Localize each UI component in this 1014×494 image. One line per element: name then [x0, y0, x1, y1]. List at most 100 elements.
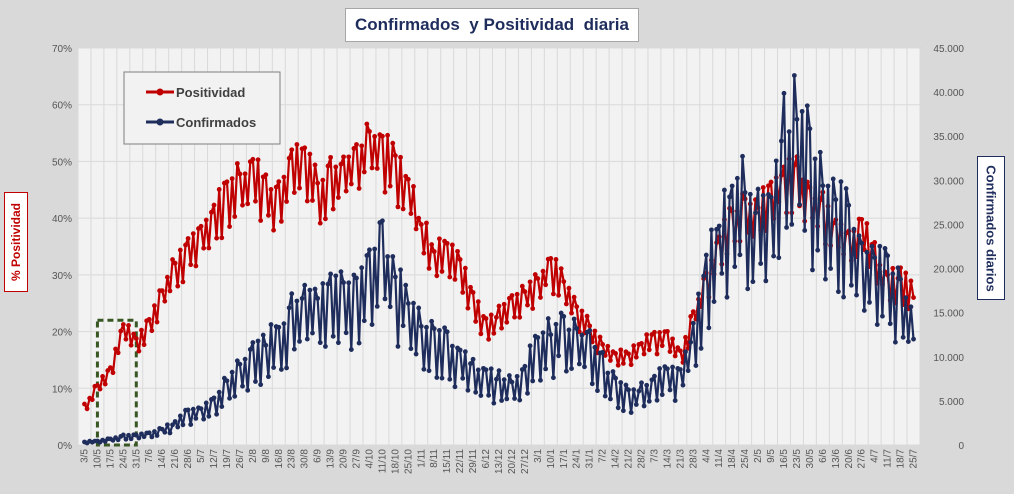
series-point-positividad: [421, 250, 427, 256]
series-point-confirmados: [442, 325, 447, 331]
series-point-confirmados: [276, 324, 282, 330]
series-point-positividad: [413, 226, 419, 232]
series-point-confirmados: [216, 389, 222, 395]
series-point-positividad: [509, 293, 515, 298]
series-point-confirmados: [641, 403, 647, 409]
series-point-confirmados: [545, 316, 551, 321]
series-point-confirmados: [444, 329, 450, 335]
series-point-confirmados: [483, 367, 489, 373]
series-point-positividad: [768, 179, 774, 185]
series-point-confirmados: [654, 397, 660, 403]
series-point-confirmados: [136, 435, 142, 441]
series-point-confirmados: [289, 291, 295, 297]
series-point-positividad: [209, 209, 214, 215]
series-point-confirmados: [703, 252, 709, 258]
series-point-positividad: [289, 147, 295, 153]
y-left-tick-label: 40%: [52, 214, 72, 225]
series-point-positividad: [504, 319, 510, 325]
series-point-positividad: [652, 329, 657, 335]
series-point-positividad: [253, 198, 258, 204]
series-point-positividad: [563, 301, 569, 307]
series-point-positividad: [631, 343, 637, 349]
series-point-positividad: [227, 224, 232, 229]
series-point-confirmados: [203, 400, 209, 406]
series-point-positividad: [478, 331, 484, 337]
series-point-positividad: [131, 331, 137, 337]
series-point-confirmados: [403, 282, 409, 288]
series-point-confirmados: [486, 392, 492, 398]
series-point-positividad: [315, 180, 321, 186]
series-point-positividad: [263, 172, 269, 178]
x-tick-label: 18/10: [390, 449, 401, 474]
series-point-positividad: [284, 199, 289, 204]
x-tick-label: 6/12: [481, 449, 492, 469]
series-point-confirmados: [835, 289, 841, 295]
series-point-positividad: [154, 319, 160, 325]
series-point-confirmados: [690, 320, 696, 326]
series-point-positividad: [351, 145, 357, 151]
series-point-confirmados: [180, 422, 186, 428]
series-point-confirmados: [670, 364, 675, 370]
series-point-positividad: [491, 330, 497, 336]
series-point-confirmados: [701, 273, 707, 279]
series-point-positividad: [149, 328, 155, 334]
x-tick-label: 21/3: [675, 449, 686, 469]
series-point-positividad: [416, 215, 422, 221]
series-point-confirmados: [582, 364, 587, 370]
series-point-confirmados: [737, 252, 743, 258]
series-point-positividad: [312, 162, 318, 168]
x-tick-label: 29/11: [468, 449, 479, 474]
series-point-confirmados: [773, 158, 779, 164]
series-point-confirmados: [372, 246, 378, 252]
series-point-positividad: [343, 188, 349, 194]
series-point-confirmados: [509, 379, 515, 385]
series-point-positividad: [540, 268, 546, 274]
series-point-positividad: [328, 154, 333, 160]
series-point-positividad: [382, 189, 388, 195]
series-point-positividad: [587, 323, 593, 329]
x-tick-label: 25/10: [403, 449, 414, 474]
series-point-confirmados: [499, 398, 504, 403]
series-point-positividad: [626, 351, 631, 357]
x-tick-label: 5/7: [196, 449, 207, 463]
series-point-confirmados: [232, 393, 238, 399]
series-point-confirmados: [149, 434, 155, 440]
series-point-confirmados: [833, 197, 839, 203]
series-point-positividad: [141, 342, 147, 348]
series-point-confirmados: [382, 296, 388, 302]
series-point-positividad: [620, 361, 626, 366]
series-point-confirmados: [260, 332, 266, 338]
series-point-confirmados: [361, 318, 367, 324]
series-point-positividad: [665, 328, 670, 334]
y-right-tick-label: 30.000: [933, 176, 964, 187]
series-point-confirmados: [359, 265, 365, 271]
series-point-confirmados: [245, 387, 251, 393]
series-point-positividad: [690, 309, 696, 315]
series-point-positividad: [579, 308, 585, 314]
series-point-positividad: [367, 128, 372, 134]
series-point-positividad: [146, 316, 152, 322]
series-point-positividad: [437, 236, 442, 242]
x-tick-label: 2/8: [248, 449, 259, 463]
series-point-confirmados: [385, 254, 390, 259]
series-point-positividad: [527, 279, 533, 285]
series-point-confirmados: [804, 103, 810, 109]
series-point-confirmados: [758, 261, 764, 266]
series-point-positividad: [488, 312, 494, 318]
series-point-confirmados: [400, 323, 406, 329]
left-axis-label-box: % Positividad: [4, 192, 28, 292]
series-point-confirmados: [856, 233, 862, 239]
series-point-positividad: [162, 298, 168, 304]
series-point-confirmados: [602, 393, 608, 399]
series-point-confirmados: [434, 375, 440, 380]
series-point-positividad: [234, 161, 240, 166]
legend-swatch-marker: [156, 88, 164, 96]
series-point-confirmados: [851, 226, 857, 232]
series-point-confirmados: [167, 430, 173, 436]
series-point-positividad: [214, 235, 220, 241]
x-tick-label: 18/4: [727, 449, 738, 469]
series-point-positividad: [110, 370, 116, 376]
series-point-positividad: [911, 295, 916, 300]
x-tick-label: 25/7: [909, 449, 920, 469]
series-point-positividad: [268, 187, 274, 192]
